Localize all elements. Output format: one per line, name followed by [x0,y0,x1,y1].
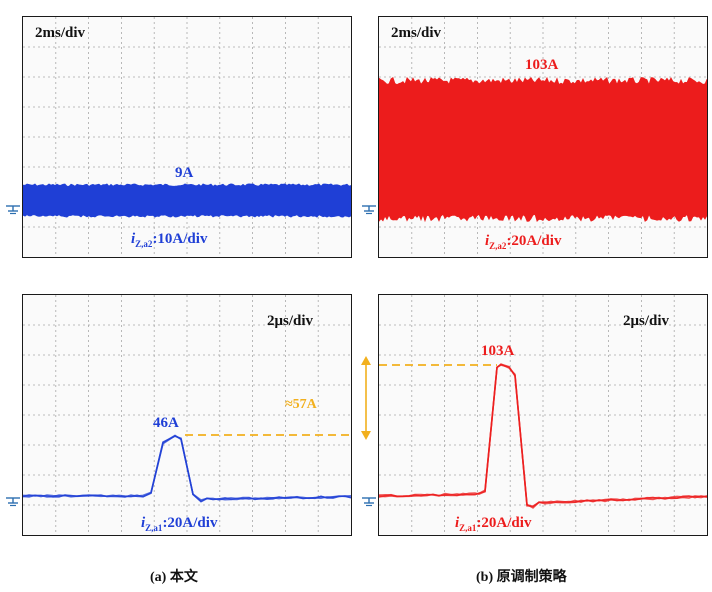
ground-icon [362,497,376,507]
timebase-label: 2ms/div [35,25,86,41]
signal-trace [23,434,351,503]
timebase-label: 2μs/div [623,313,670,329]
grid [23,17,351,257]
signal-trace [379,363,707,509]
ground-icon [6,497,20,507]
delta-label: ≈57A [285,397,318,412]
scope-panel-bottom-right: 2μs/div 103A iZ,a1:20A/div [378,294,708,536]
trace-line [23,435,351,503]
peak-label: 9A [175,165,194,181]
timebase-label: 2μs/div [267,313,314,329]
signal-band [23,183,351,218]
scope-panel-bottom-left: 2μs/div 46A ≈57A iZ,a1:20A/div [22,294,352,536]
peak-label: 46A [153,415,179,431]
peak-label: 103A [525,57,559,73]
signal-band [379,76,707,223]
channel-scale-label: iZ,a1:20A/div [141,515,218,533]
scope-panel-top-left: 2ms/div 9A iZ,a2:10A/div [22,16,352,258]
scope-plot: 2μs/div 103A iZ,a1:20A/div [379,295,707,535]
grid [23,295,351,535]
peak-label: 103A [481,343,515,359]
channel-scale-label: iZ,a2:20A/div [485,233,562,251]
ground-icon [6,205,20,215]
scope-plot: 2ms/div 103A iZ,a2:20A/div [379,17,707,257]
trace-line [379,363,707,509]
scope-plot: 2μs/div 46A ≈57A iZ,a1:20A/div [23,295,351,535]
caption-a: (a) 本文 [150,570,198,585]
ground-icon [362,205,376,215]
channel-scale-label: iZ,a1:20A/div [455,515,532,533]
scope-panel-top-right: 2ms/div 103A iZ,a2:20A/div [378,16,708,258]
caption-b: (b) 原调制策略 [476,570,567,585]
channel-scale-label: iZ,a2:10A/div [131,231,208,249]
scope-plot: 2ms/div 9A iZ,a2:10A/div [23,17,351,257]
delta-arrow [361,356,371,440]
timebase-label: 2ms/div [391,25,442,41]
